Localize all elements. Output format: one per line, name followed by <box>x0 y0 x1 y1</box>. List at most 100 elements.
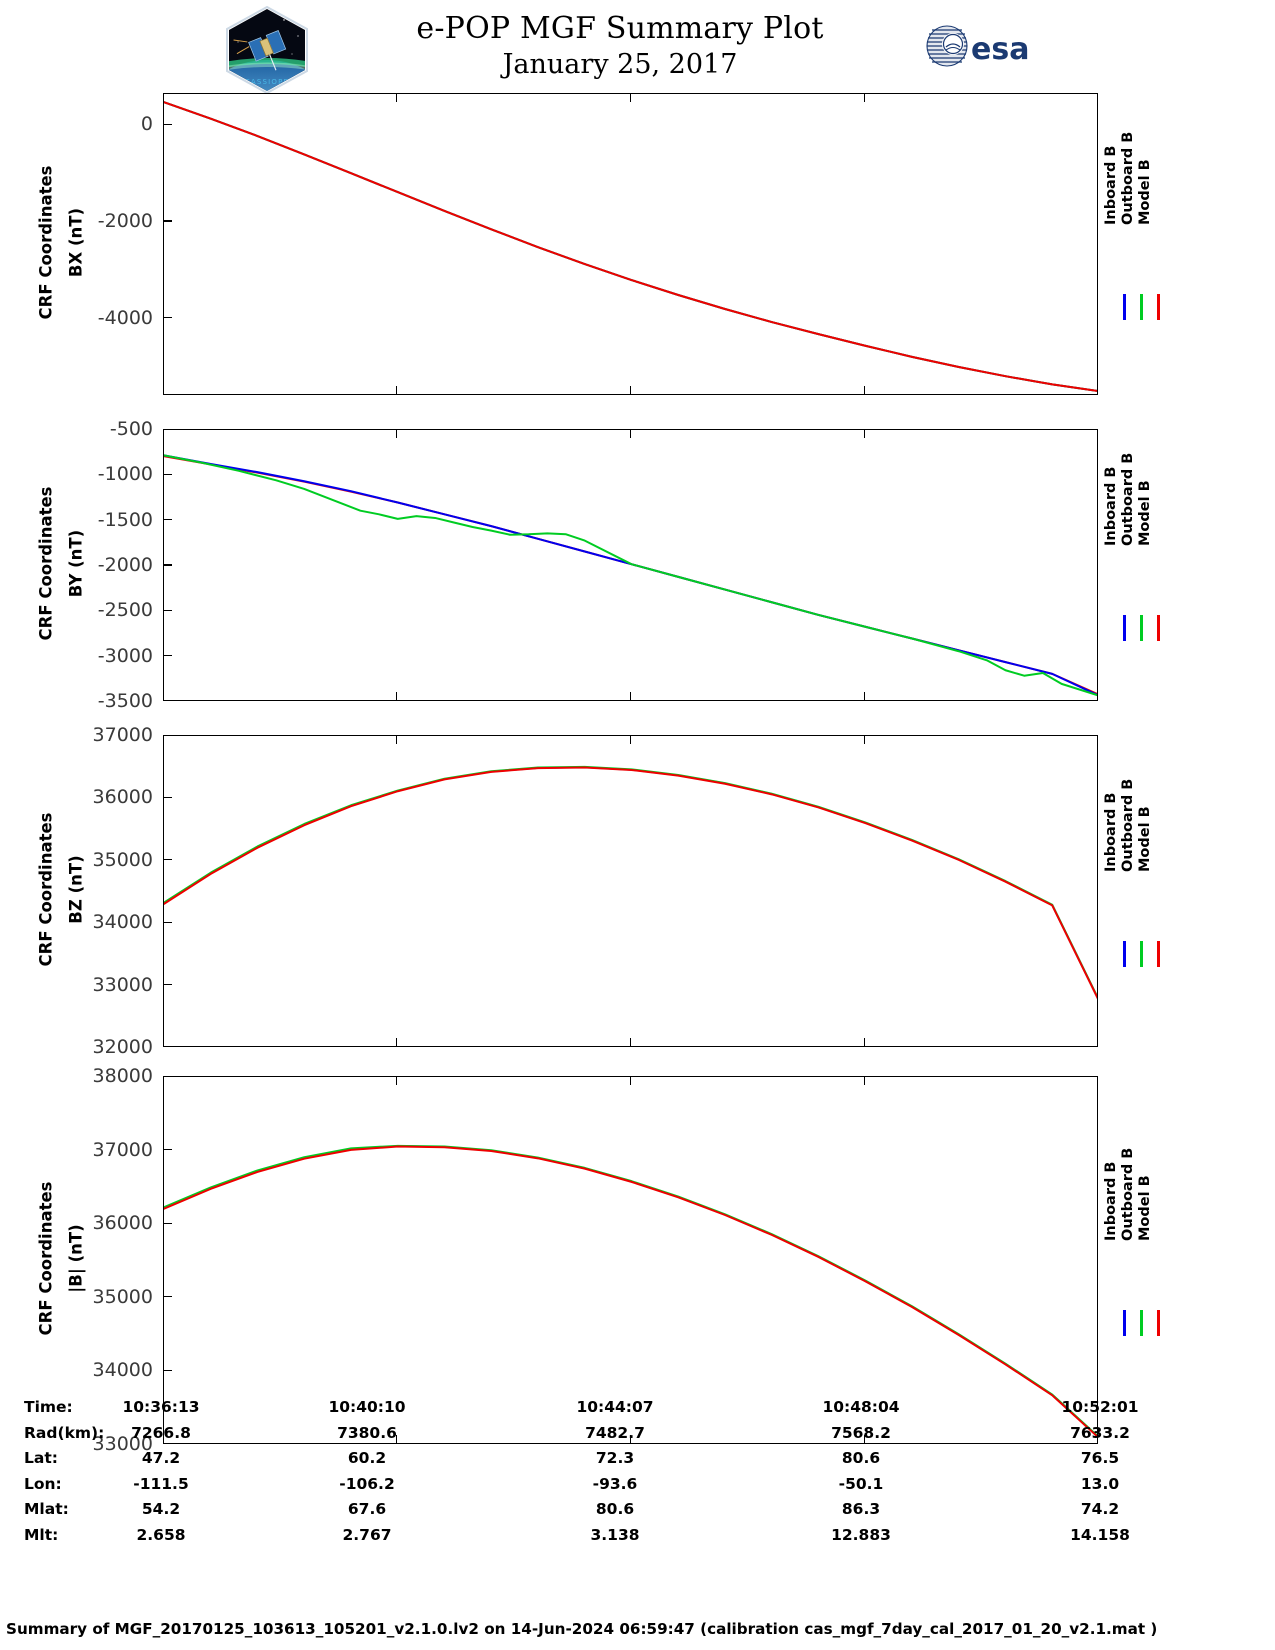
legend-swatch-inboard-b <box>1123 1310 1126 1336</box>
legend-swatches <box>1111 1310 1211 1336</box>
page-header: CASSIOPE e-POP MGF Summary Plot January … <box>0 0 1275 95</box>
x-tick-mark-top <box>629 1076 632 1085</box>
table-cell: 14.158 <box>1070 1525 1130 1544</box>
esa-logo-text: esa <box>971 32 1029 67</box>
table-cell: 47.2 <box>141 1449 181 1467</box>
y-tick-label: -500 <box>109 418 153 440</box>
x-tick-mark-bottom <box>396 1435 398 1444</box>
y-tick-mark <box>163 518 172 521</box>
table-row: Time: 10:36:13 10:40:10 10:44:07 10:48:04 10:… <box>0 1398 1275 1424</box>
legend-by: Inboard B Outboard B Model B <box>1103 452 1211 641</box>
y-tick-label: -2500 <box>97 599 153 622</box>
summary-caption: Summary of MGF_20170125_103613_105201_v2… <box>6 1620 1158 1638</box>
y-tick-label: 36000 <box>92 786 153 809</box>
table-cell: 72.3 <box>595 1449 635 1467</box>
x-tick-mark-top <box>863 93 865 102</box>
table-cell: 54.2 <box>141 1500 181 1518</box>
y-tick-label: -4000 <box>97 306 153 329</box>
table-cell: 10:52:01 <box>1061 1398 1139 1416</box>
series-line-inboard-b <box>164 101 1097 392</box>
x-tick-mark-top <box>629 735 632 744</box>
y-tick-label: 38000 <box>92 1065 153 1087</box>
legend-swatch-outboard-b <box>1140 1310 1143 1336</box>
table-cell: 7266.8 <box>131 1423 191 1442</box>
y-tick-label: 32000 <box>92 1036 153 1058</box>
table-cell: -93.6 <box>592 1474 638 1493</box>
legend-swatch-inboard-b <box>1123 941 1126 967</box>
legend-swatch-model-b <box>1157 1310 1160 1336</box>
table-row-label: Lat: <box>24 1449 58 1467</box>
legend-labels: Inboard B Outboard B Model B <box>1103 452 1153 546</box>
y-tick-mark <box>163 1296 172 1298</box>
table-cell: 7380.6 <box>337 1423 397 1442</box>
y-tick-label: -3000 <box>97 644 153 667</box>
y-tick-label: 34000 <box>92 911 153 934</box>
legend-swatch-inboard-b <box>1123 615 1126 641</box>
legend-swatch-outboard-b <box>1140 615 1143 641</box>
table-row-label: Rad(km): <box>24 1423 105 1442</box>
y-tick-mark <box>163 316 172 319</box>
table-cell: 74.2 <box>1080 1500 1120 1518</box>
legend-labels: Inboard B Outboard B Model B <box>1103 778 1153 872</box>
x-tick-mark-top <box>396 93 398 102</box>
legend-swatch-model-b <box>1157 615 1160 641</box>
table-cell: 2.767 <box>342 1525 392 1544</box>
table-cell: 10:36:13 <box>122 1398 200 1416</box>
x-tick-mark-bottom <box>396 386 398 395</box>
series-line-model-b <box>164 101 1097 392</box>
x-tick-mark-bottom <box>396 692 398 701</box>
table-cell: 10:40:10 <box>328 1398 406 1416</box>
y-tick-label: 37000 <box>92 724 153 746</box>
y-tick-label: 33000 <box>92 1433 153 1455</box>
table-cell: 80.6 <box>841 1449 881 1467</box>
table-row: Lat: 47.2 60.2 72.3 80.6 76.5 <box>0 1449 1275 1475</box>
y-tick-mark <box>163 921 172 923</box>
x-tick-mark-bottom <box>863 1038 865 1047</box>
y-tick-label: 35000 <box>92 1285 153 1308</box>
table-cell: 80.6 <box>595 1500 635 1518</box>
cassiope-mission-logo: CASSIOPE <box>222 5 312 95</box>
table-cell: 67.6 <box>347 1500 387 1518</box>
title-line-1: e-POP MGF Summary Plot <box>416 11 824 46</box>
series-canvas <box>164 454 1097 697</box>
plot-area-bx <box>163 93 1098 395</box>
table-cell: 2.658 <box>136 1525 186 1544</box>
x-tick-mark-bottom <box>629 1435 632 1444</box>
legend-bx: Inboard B Outboard B Model B <box>1103 131 1211 320</box>
legend-swatch-outboard-b <box>1140 941 1143 967</box>
x-tick-mark-bottom <box>629 692 632 701</box>
table-row-label: Mlat: <box>24 1500 69 1518</box>
table-row: Mlat: 54.2 67.6 80.6 86.3 74.2 <box>0 1500 1275 1526</box>
y-tick-mark <box>163 609 172 612</box>
y-axis-label-line-1: CRF Coordinates <box>36 812 56 967</box>
series-canvas <box>164 101 1097 392</box>
y-axis-label-line-2: BZ (nT) <box>66 855 86 924</box>
y-tick-label: -2000 <box>97 554 153 576</box>
table-cell: -106.2 <box>339 1474 395 1493</box>
table-row-label: Mlt: <box>24 1525 59 1544</box>
x-tick-mark-bottom <box>863 692 865 701</box>
x-tick-mark-bottom <box>629 386 632 395</box>
y-tick-mark <box>163 564 172 566</box>
table-cell: 10:44:07 <box>576 1398 654 1416</box>
legend-b: Inboard B Outboard B Model B <box>1103 1148 1211 1336</box>
table-row-label: Time: <box>24 1398 73 1416</box>
x-tick-mark-top <box>863 429 865 438</box>
series-line-inboard-b <box>164 1145 1097 1438</box>
legend-swatches <box>1111 615 1211 641</box>
table-cell: 13.0 <box>1080 1474 1120 1493</box>
plot-area-by <box>163 429 1098 701</box>
table-cell: 86.3 <box>841 1500 881 1518</box>
y-tick-mark <box>163 473 172 476</box>
series-line-model-b <box>164 766 1097 1000</box>
legend-swatch-model-b <box>1157 941 1160 967</box>
x-tick-mark-top <box>863 1076 865 1085</box>
legend-labels: Inboard B Outboard B Model B <box>1103 131 1153 225</box>
legend-bz: Inboard B Outboard B Model B <box>1103 778 1211 967</box>
plot-area-bz <box>163 735 1098 1047</box>
cassiope-logo-text: CASSIOPE <box>245 78 289 86</box>
y-tick-label: 0 <box>140 113 153 136</box>
table-row: Lon: -111.5 -106.2 -93.6 -50.1 13.0 <box>0 1475 1275 1501</box>
x-tick-mark-top <box>629 429 632 438</box>
series-line-model-b <box>164 455 1097 695</box>
